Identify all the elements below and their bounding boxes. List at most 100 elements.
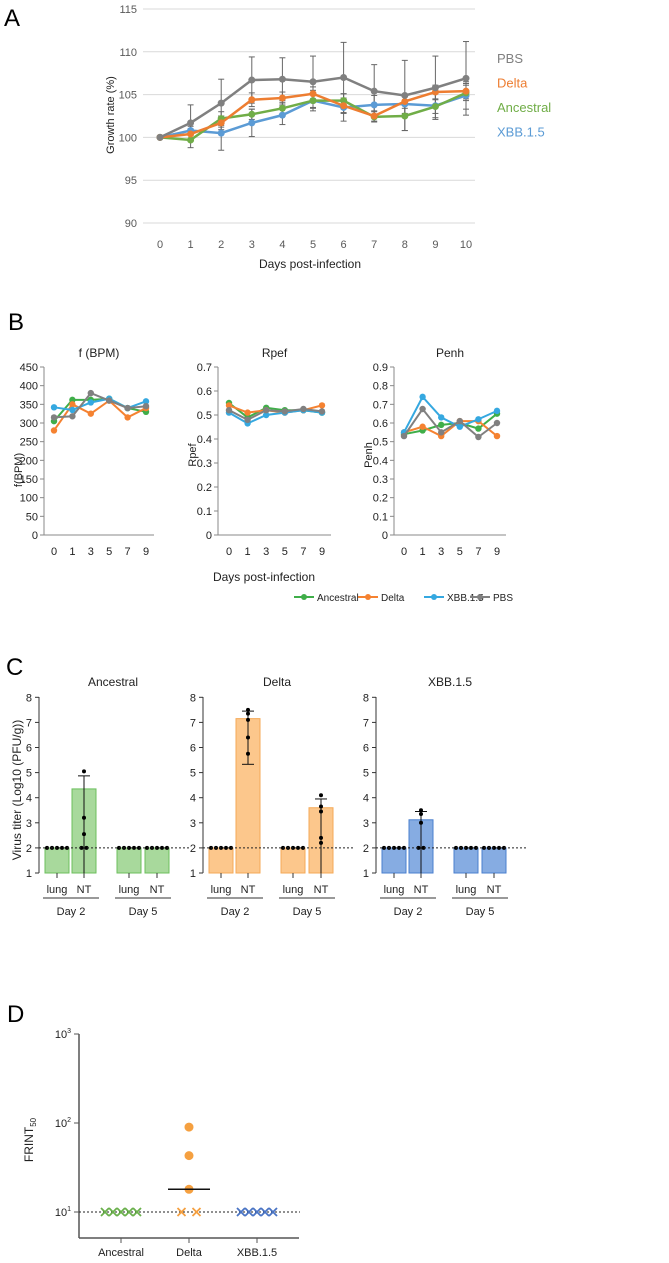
x-tick-label: 3 [438, 546, 444, 558]
line-pbs [403, 407, 498, 439]
below-limit-marker [191, 1207, 202, 1217]
y-tick-label: 2 [363, 843, 369, 855]
group-label-day5: Day 5 [129, 906, 158, 918]
group-label-day2: Day 2 [221, 906, 250, 918]
x-tick-label-lung: lung [211, 884, 232, 896]
y-tick-label: 4 [363, 793, 369, 805]
y-tick-label: 300 [20, 418, 38, 430]
x-tick-label-nt: NT [314, 884, 329, 896]
data-point [132, 845, 136, 850]
legend-marker [365, 594, 371, 600]
point-pbs [340, 73, 348, 81]
point-delta [248, 96, 256, 104]
legend-xbb15: XBB.1.5 [497, 125, 545, 140]
below-limit-marker [252, 1207, 262, 1217]
y-tick-label: 100 [20, 493, 38, 505]
data-point [416, 845, 421, 850]
below-limit-marker [176, 1207, 187, 1217]
y-tick-label: 100 [119, 132, 137, 144]
y-axis-label: Penh [363, 442, 375, 468]
data-point [246, 751, 250, 756]
data-point [397, 845, 401, 850]
point-pbs [106, 397, 113, 404]
point-pbs [419, 405, 426, 413]
point-pbs [50, 414, 58, 421]
point-xbb15 [87, 399, 95, 406]
y-tick-label: 0.8 [373, 381, 388, 393]
y-tick-label: 200 [20, 455, 38, 467]
data-point [419, 808, 423, 813]
x-tick-label: 10 [460, 239, 472, 251]
y-tick-label: 350 [20, 399, 38, 411]
y-tick-label: 5 [190, 768, 196, 780]
point-delta [187, 130, 195, 138]
legend-pbs: PBS [493, 593, 513, 604]
point-pbs [217, 99, 225, 107]
point-pbs [318, 408, 326, 415]
y-tick-label: 0.3 [197, 458, 212, 470]
panel-letter-b: B [8, 309, 24, 336]
x-tick-label: 5 [457, 546, 463, 558]
point-delta [340, 102, 348, 110]
line-delta [403, 420, 498, 438]
panel-letter-a: A [4, 5, 20, 32]
bar [481, 847, 507, 874]
x-tick-label-ancestral: Ancestral [98, 1247, 144, 1259]
group-label-day2: Day 2 [57, 906, 86, 918]
point-pbs [248, 76, 256, 84]
y-tick-label: 400 [20, 381, 38, 393]
y-tick-label: 1 [190, 868, 196, 880]
data-point [319, 840, 323, 845]
y-tick-label: 90 [125, 218, 137, 230]
y-tick-label: 7 [26, 717, 32, 729]
point-pbs [475, 433, 482, 441]
point-xbb15 [493, 407, 501, 415]
x-axis-label: Days post-infection [259, 257, 361, 271]
y-tick-label: 1 [26, 868, 32, 880]
y-tick-label: 3 [26, 818, 32, 830]
y-tick-label: 0.7 [197, 362, 212, 374]
y-tick-label: 0.7 [373, 399, 388, 411]
y-tick-label: 8 [26, 692, 32, 704]
x-tick-label-lung: lung [119, 884, 140, 896]
data-point [79, 845, 84, 850]
point-pbs [300, 405, 307, 413]
x-tick-label: 0 [401, 546, 407, 558]
subplot-title: f (BPM) [79, 346, 120, 360]
y-tick-exponent: 2 [67, 1117, 71, 1124]
point-xbb15 [50, 404, 58, 411]
point-ancestral [401, 112, 409, 120]
x-axis-label: Days post-infection [213, 570, 315, 584]
point-ancestral [69, 396, 76, 404]
y-tick-label: 5 [363, 768, 369, 780]
bar [208, 847, 234, 874]
y-tick-exponent: 1 [67, 1206, 71, 1213]
point-pbs [431, 84, 439, 92]
point-delta [225, 402, 233, 409]
point-pbs [124, 404, 131, 412]
point-ancestral [187, 136, 195, 144]
point-pbs [263, 407, 270, 414]
point-ancestral [431, 103, 439, 111]
point-delta [124, 414, 131, 421]
point-delta [370, 112, 378, 120]
subplot-title: Delta [263, 675, 291, 689]
subplot-title: Penh [436, 346, 464, 360]
y-tick-label: 110 [119, 47, 137, 59]
x-tick-label-lung: lung [283, 884, 304, 896]
y-tick-label: 3 [363, 818, 369, 830]
y-tick-label: 7 [190, 717, 196, 729]
x-tick-label: 1 [420, 546, 426, 558]
y-tick-label: 102 [55, 1117, 71, 1130]
below-limit-marker [260, 1207, 270, 1217]
point-delta [69, 401, 76, 408]
below-limit-marker [100, 1207, 110, 1217]
y-tick-label: 250 [20, 437, 38, 449]
subplot-title: Rpef [262, 346, 288, 360]
point-ancestral [340, 97, 348, 105]
x-tick-label-lung: lung [384, 884, 405, 896]
data-point [246, 711, 250, 716]
subplot-title: Ancestral [88, 675, 138, 689]
point-xbb15 [419, 393, 426, 401]
